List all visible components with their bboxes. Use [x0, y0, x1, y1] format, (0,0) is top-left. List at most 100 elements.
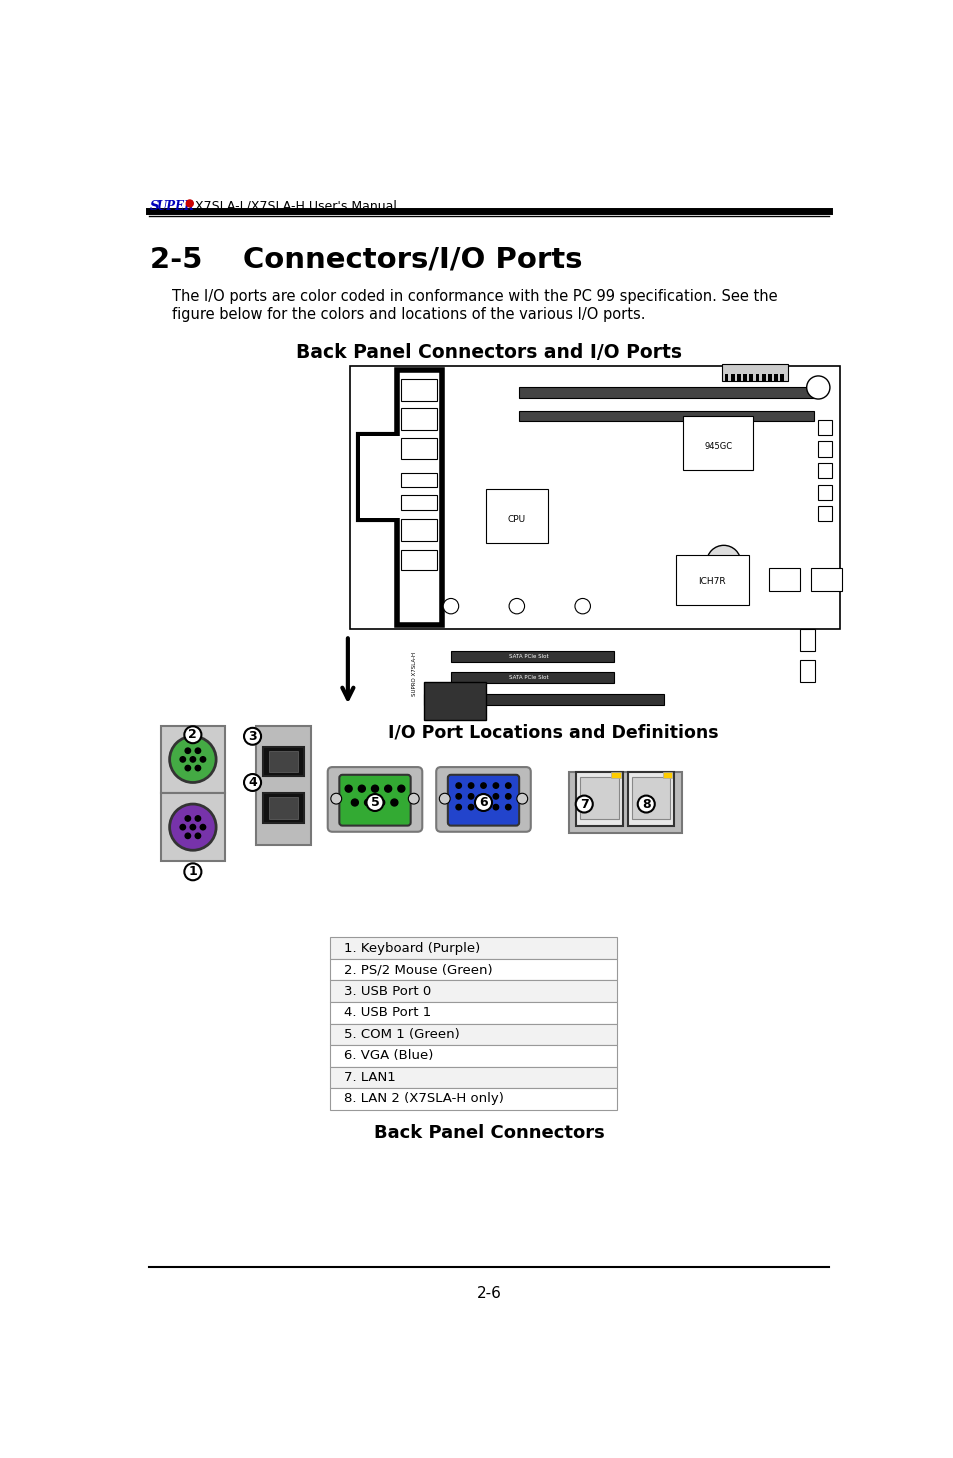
Text: RoHS: RoHS: [681, 555, 687, 576]
FancyBboxPatch shape: [436, 767, 530, 831]
Text: 7. LAN1: 7. LAN1: [344, 1070, 395, 1083]
Circle shape: [195, 816, 200, 821]
Circle shape: [384, 786, 392, 792]
Bar: [485, 488, 547, 542]
Bar: [730, 373, 734, 382]
Bar: [330, 1002, 617, 1024]
Circle shape: [371, 786, 378, 792]
Bar: [576, 771, 622, 825]
Circle shape: [493, 805, 498, 809]
Bar: [263, 793, 303, 822]
Bar: [350, 366, 840, 630]
Bar: [818, 420, 831, 436]
Bar: [360, 436, 416, 518]
Text: UPER: UPER: [155, 200, 193, 213]
Bar: [767, 373, 771, 382]
Bar: [799, 660, 815, 682]
Bar: [401, 472, 436, 487]
Circle shape: [184, 726, 201, 744]
Bar: [748, 373, 753, 382]
Text: 945GC: 945GC: [703, 442, 732, 452]
Circle shape: [185, 816, 191, 821]
Text: 5. COM 1 (Green): 5. COM 1 (Green): [344, 1028, 459, 1041]
Circle shape: [244, 728, 261, 745]
Bar: [161, 793, 224, 862]
Circle shape: [706, 545, 740, 579]
Circle shape: [397, 786, 404, 792]
Circle shape: [575, 598, 590, 614]
Text: X7SLA-L/X7SLA-H User's Manual: X7SLA-L/X7SLA-H User's Manual: [195, 200, 396, 213]
Circle shape: [637, 796, 654, 812]
Bar: [330, 1045, 617, 1067]
Circle shape: [331, 793, 341, 803]
Circle shape: [505, 783, 511, 789]
Circle shape: [505, 805, 511, 809]
Bar: [518, 411, 813, 421]
Circle shape: [493, 783, 498, 789]
Bar: [568, 771, 681, 834]
Bar: [631, 777, 670, 819]
Text: CPU: CPU: [507, 516, 525, 525]
Text: 3: 3: [248, 730, 256, 742]
Text: 3. USB Port 0: 3. USB Port 0: [344, 984, 431, 997]
Circle shape: [408, 793, 418, 803]
Text: figure below for the colors and locations of the various I/O ports.: figure below for the colors and location…: [172, 308, 645, 322]
Text: 2: 2: [189, 728, 197, 741]
Bar: [396, 370, 441, 625]
Circle shape: [190, 757, 195, 763]
Circle shape: [377, 799, 384, 806]
Text: 4. USB Port 1: 4. USB Port 1: [344, 1006, 431, 1019]
Bar: [627, 771, 674, 825]
Circle shape: [185, 765, 191, 771]
Bar: [401, 494, 436, 510]
Circle shape: [195, 748, 200, 754]
Bar: [579, 777, 618, 819]
Circle shape: [505, 793, 511, 799]
Text: ICH7R: ICH7R: [698, 577, 725, 586]
Text: 4: 4: [248, 776, 256, 789]
Circle shape: [244, 774, 261, 790]
Bar: [818, 442, 831, 456]
Bar: [423, 694, 663, 704]
Bar: [736, 373, 740, 382]
Bar: [799, 630, 815, 650]
FancyBboxPatch shape: [339, 774, 410, 825]
Bar: [692, 558, 701, 580]
Circle shape: [443, 598, 458, 614]
Circle shape: [184, 863, 201, 881]
Circle shape: [493, 793, 498, 799]
Bar: [755, 373, 759, 382]
Bar: [401, 519, 436, 541]
Circle shape: [364, 799, 371, 806]
Bar: [330, 937, 617, 959]
Circle shape: [200, 757, 206, 763]
Circle shape: [180, 757, 185, 763]
Text: 2. PS/2 Mouse (Green): 2. PS/2 Mouse (Green): [344, 964, 492, 975]
Bar: [269, 751, 297, 773]
Bar: [330, 1024, 617, 1045]
Text: The I/O ports are color coded in conformance with the PC 99 specification. See t: The I/O ports are color coded in conform…: [172, 289, 777, 303]
Bar: [161, 726, 224, 793]
Text: S: S: [150, 200, 160, 213]
Circle shape: [190, 824, 195, 830]
Circle shape: [180, 824, 185, 830]
Bar: [451, 672, 613, 684]
Circle shape: [366, 795, 383, 811]
Circle shape: [456, 805, 461, 809]
Bar: [780, 373, 783, 382]
Bar: [760, 373, 765, 382]
Bar: [611, 771, 620, 779]
Bar: [401, 408, 436, 430]
Text: SATA PCIe Slot: SATA PCIe Slot: [508, 675, 548, 681]
Circle shape: [575, 796, 592, 812]
Circle shape: [185, 748, 191, 754]
Circle shape: [456, 783, 461, 789]
FancyBboxPatch shape: [447, 774, 518, 825]
Bar: [723, 373, 728, 382]
Bar: [518, 388, 813, 398]
Circle shape: [509, 598, 524, 614]
Text: 8: 8: [641, 798, 650, 811]
Bar: [818, 464, 831, 478]
Circle shape: [480, 793, 486, 799]
Circle shape: [480, 783, 486, 789]
